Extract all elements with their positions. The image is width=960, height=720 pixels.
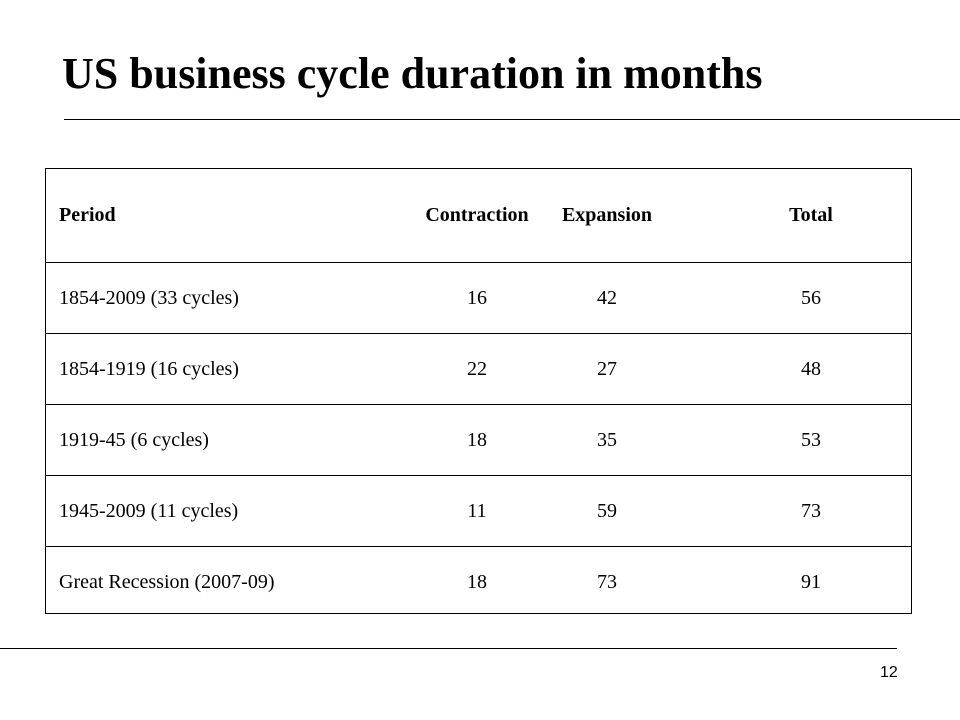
cell-expansion: 42 bbox=[597, 286, 617, 309]
cell-period: 1854-2009 (33 cycles) bbox=[59, 286, 239, 309]
cell-expansion: 35 bbox=[597, 428, 617, 451]
footer-divider bbox=[0, 648, 897, 649]
cell-total: 73 bbox=[801, 499, 821, 522]
cell-contraction: 11 bbox=[467, 499, 487, 522]
table-header-row: Period Contraction Expansion Total bbox=[46, 169, 911, 263]
title-divider bbox=[64, 119, 960, 120]
cell-contraction: 18 bbox=[467, 428, 487, 451]
cell-period: Great Recession (2007-09) bbox=[59, 571, 275, 593]
cell-contraction: 18 bbox=[467, 571, 487, 593]
cell-total: 48 bbox=[801, 357, 821, 380]
header-expansion: Expansion bbox=[561, 204, 653, 226]
cell-expansion: 27 bbox=[597, 357, 617, 380]
table-row: 1919-45 (6 cycles) 18 35 53 bbox=[46, 405, 911, 476]
header-period: Period bbox=[59, 204, 116, 226]
cell-contraction: 16 bbox=[467, 286, 487, 309]
page-number: 12 bbox=[880, 664, 898, 681]
slide-title: US business cycle duration in months bbox=[62, 49, 763, 98]
cell-total: 91 bbox=[801, 571, 821, 593]
cell-total: 56 bbox=[801, 286, 821, 309]
table-row: 1854-2009 (33 cycles) 16 42 56 bbox=[46, 263, 911, 334]
table-row: Great Recession (2007-09) 18 73 91 bbox=[46, 547, 911, 618]
cell-expansion: 73 bbox=[597, 571, 617, 593]
header-contraction: Contraction bbox=[425, 204, 529, 226]
cell-contraction: 22 bbox=[467, 357, 487, 380]
cell-total: 53 bbox=[801, 428, 821, 451]
cell-period: 1854-1919 (16 cycles) bbox=[59, 357, 239, 380]
cell-expansion: 59 bbox=[597, 499, 617, 522]
table-row: 1854-1919 (16 cycles) 22 27 48 bbox=[46, 334, 911, 405]
header-total: Total bbox=[789, 204, 833, 226]
table-row: 1945-2009 (11 cycles) 11 59 73 bbox=[46, 476, 911, 547]
cell-period: 1945-2009 (11 cycles) bbox=[59, 499, 239, 522]
business-cycle-table: Period Contraction Expansion Total 1854-… bbox=[45, 168, 912, 614]
cell-period: 1919-45 (6 cycles) bbox=[59, 428, 209, 451]
